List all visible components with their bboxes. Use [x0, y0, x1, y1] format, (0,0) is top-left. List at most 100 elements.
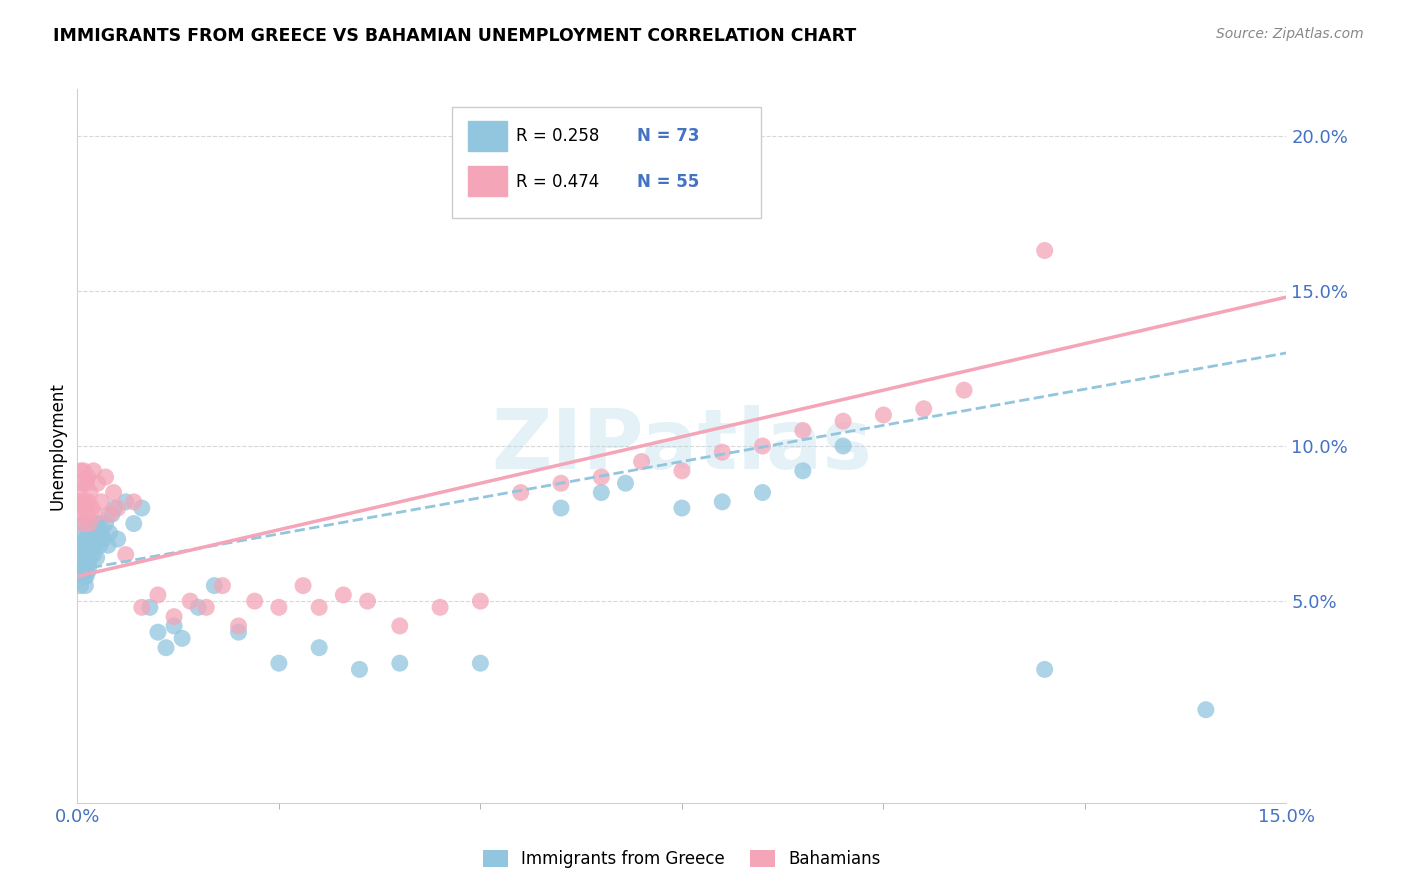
Point — [69, 495, 91, 509]
Point — [1033, 662, 1056, 676]
Point — [80, 525, 103, 540]
Point — [429, 600, 451, 615]
Point — [79, 554, 101, 568]
Point — [308, 600, 330, 615]
Point — [155, 640, 177, 655]
Point — [73, 516, 96, 531]
Point — [591, 470, 613, 484]
Point — [356, 594, 378, 608]
Point — [76, 508, 98, 522]
Point — [70, 563, 93, 577]
Point — [163, 609, 186, 624]
Point — [69, 557, 91, 571]
Point — [470, 656, 492, 670]
Point — [172, 632, 194, 646]
Point — [89, 538, 111, 552]
Point — [73, 464, 96, 478]
Point — [75, 557, 97, 571]
Point — [84, 538, 107, 552]
Point — [76, 548, 98, 562]
Point — [131, 600, 153, 615]
Point — [832, 439, 855, 453]
Point — [76, 470, 98, 484]
Point — [76, 563, 98, 577]
Point — [90, 495, 112, 509]
Point — [122, 495, 145, 509]
Point — [591, 485, 613, 500]
Point — [349, 662, 371, 676]
Point — [87, 532, 110, 546]
Point — [79, 516, 101, 531]
Point — [211, 579, 233, 593]
Point — [83, 532, 105, 546]
Point — [73, 563, 96, 577]
Point — [73, 495, 96, 509]
Point — [79, 532, 101, 546]
Point — [75, 476, 97, 491]
Point — [146, 625, 169, 640]
FancyBboxPatch shape — [468, 166, 506, 196]
Point — [91, 532, 114, 546]
Y-axis label: Unemployment: Unemployment — [48, 382, 66, 510]
Point — [711, 445, 734, 459]
Point — [79, 485, 101, 500]
Point — [70, 538, 93, 552]
Point — [243, 594, 266, 608]
Point — [70, 476, 93, 491]
Point — [72, 554, 94, 568]
Point — [630, 454, 652, 468]
Point — [614, 476, 637, 491]
Point — [308, 640, 330, 655]
Point — [202, 579, 225, 593]
Point — [98, 525, 121, 540]
Point — [114, 548, 136, 562]
Point — [69, 464, 91, 478]
Text: N = 55: N = 55 — [637, 173, 699, 191]
Point — [751, 439, 773, 453]
Text: Source: ZipAtlas.com: Source: ZipAtlas.com — [1216, 27, 1364, 41]
Point — [67, 485, 90, 500]
Point — [77, 495, 100, 509]
Text: IMMIGRANTS FROM GREECE VS BAHAMIAN UNEMPLOYMENT CORRELATION CHART: IMMIGRANTS FROM GREECE VS BAHAMIAN UNEMP… — [53, 27, 856, 45]
Point — [332, 588, 354, 602]
FancyBboxPatch shape — [453, 107, 761, 218]
Point — [75, 569, 97, 583]
Point — [139, 600, 162, 615]
Point — [114, 495, 136, 509]
Legend: Immigrants from Greece, Bahamians: Immigrants from Greece, Bahamians — [475, 842, 889, 877]
Point — [87, 516, 110, 531]
Point — [470, 594, 492, 608]
Point — [267, 600, 290, 615]
Point — [82, 464, 104, 478]
Point — [792, 424, 814, 438]
Point — [292, 579, 315, 593]
Point — [84, 508, 107, 522]
Point — [84, 516, 107, 531]
Point — [388, 656, 411, 670]
Point — [131, 501, 153, 516]
Point — [97, 538, 120, 552]
Point — [75, 501, 97, 516]
Point — [75, 548, 97, 562]
Point — [792, 464, 814, 478]
Point — [73, 541, 96, 556]
Point — [80, 538, 103, 552]
Point — [179, 594, 201, 608]
Point — [872, 408, 894, 422]
Point — [75, 532, 97, 546]
Point — [82, 532, 104, 546]
Point — [671, 501, 693, 516]
Point — [267, 656, 290, 670]
Point — [77, 563, 100, 577]
Point — [228, 619, 250, 633]
Point — [94, 516, 117, 531]
Text: R = 0.474: R = 0.474 — [516, 173, 599, 191]
Point — [86, 525, 108, 540]
Point — [82, 548, 104, 562]
Point — [73, 550, 96, 565]
Point — [72, 516, 94, 531]
Point — [751, 485, 773, 500]
Point — [76, 538, 98, 552]
Point — [550, 476, 572, 491]
Point — [90, 525, 112, 540]
